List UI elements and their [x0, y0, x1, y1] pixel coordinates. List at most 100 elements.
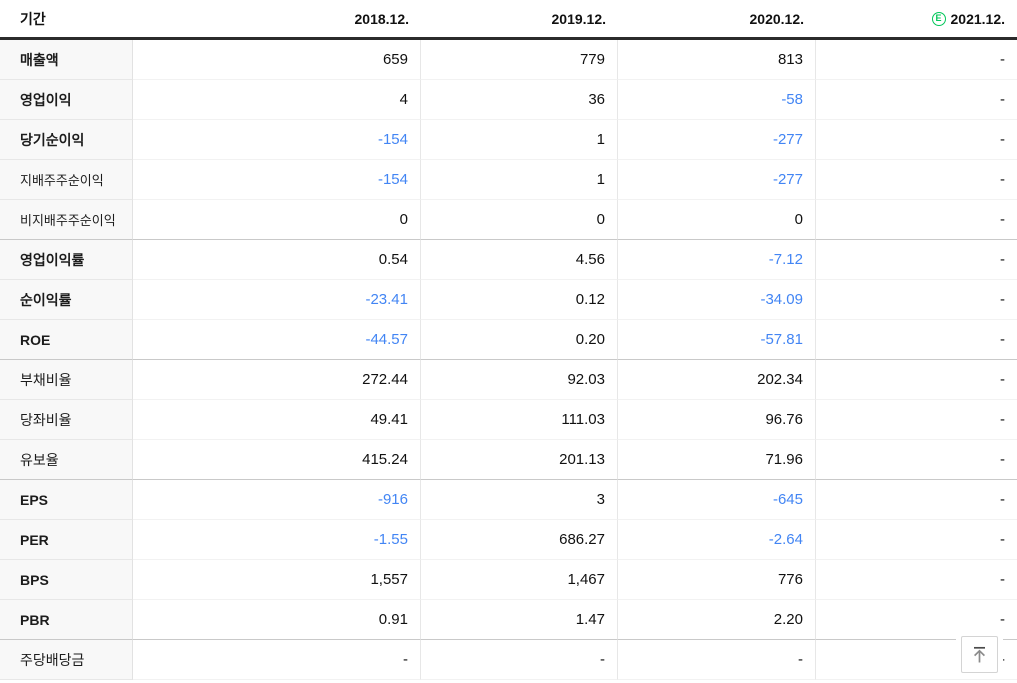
row-label: 비지배주주순이익 — [0, 200, 133, 240]
value-cell: -58 — [618, 80, 816, 120]
value-cell: -2.64 — [618, 520, 816, 560]
value-cell: -44.57 — [133, 320, 421, 360]
row-label: 유보율 — [0, 440, 133, 480]
table-row: ROE -44.57 0.20 -57.81- — [0, 320, 1017, 360]
value-cell: 0 — [421, 200, 618, 240]
value-cell: 1,557 — [133, 560, 421, 600]
table-row: PER -1.55 686.27 -2.64- — [0, 520, 1017, 560]
row-label: 부채비율 — [0, 360, 133, 400]
value-cell: - — [816, 80, 1017, 120]
table-row: 매출액 659 779 813- — [0, 40, 1017, 80]
value-cell: - — [816, 280, 1017, 320]
row-label: 영업이익 — [0, 80, 133, 120]
table-header-row: 기간 2018.12. 2019.12. 2020.12. E 2021.12. — [0, 0, 1017, 40]
value-cell: 0 — [133, 200, 421, 240]
value-cell: -7.12 — [618, 240, 816, 280]
value-cell: 202.34 — [618, 360, 816, 400]
value-cell: 0.20 — [421, 320, 618, 360]
table-row: 당좌비율 49.41 111.03 96.76- — [0, 400, 1017, 440]
value-cell: 1 — [421, 120, 618, 160]
value-cell: - — [816, 240, 1017, 280]
col-header-2019: 2019.12. — [551, 10, 607, 27]
value-cell: - — [816, 40, 1017, 80]
value-cell: 4 — [133, 80, 421, 120]
value-cell: 813 — [618, 40, 816, 80]
value-cell: - — [816, 160, 1017, 200]
value-cell: -277 — [618, 120, 816, 160]
value-cell: - — [816, 640, 1017, 680]
col-header-2020: 2020.12. — [749, 10, 805, 27]
value-cell: 1 — [421, 160, 618, 200]
value-cell: - — [816, 200, 1017, 240]
row-label: 지배주주순이익 — [0, 160, 133, 200]
value-cell: -1.55 — [133, 520, 421, 560]
value-cell: - — [816, 560, 1017, 600]
value-cell: - — [816, 440, 1017, 480]
arrow-up-to-top-icon — [974, 646, 985, 662]
table-row: PBR 0.91 1.47 2.20- — [0, 600, 1017, 640]
value-cell: - — [816, 480, 1017, 520]
table-row: EPS -916 3 -645- — [0, 480, 1017, 520]
row-label: BPS — [0, 560, 133, 600]
value-cell: 0.54 — [133, 240, 421, 280]
row-label: PER — [0, 520, 133, 560]
table-row: 부채비율 272.44 92.03 202.34- — [0, 360, 1017, 400]
table-body: 매출액 659 779 813- 영업이익 4 36 -58- 당기순이익 -154 1 -277- 지… — [0, 40, 1017, 680]
value-cell: 201.13 — [421, 440, 618, 480]
value-cell: - — [816, 360, 1017, 400]
value-cell: -154 — [133, 120, 421, 160]
value-cell: -277 — [618, 160, 816, 200]
estimate-icon: E — [931, 11, 946, 26]
value-cell: 1,467 — [421, 560, 618, 600]
value-cell: - — [816, 320, 1017, 360]
row-label: 순이익률 — [0, 280, 133, 320]
value-cell: -645 — [618, 480, 816, 520]
value-cell: 111.03 — [421, 400, 618, 440]
row-label: 주당배당금 — [0, 640, 133, 680]
value-cell: 776 — [618, 560, 816, 600]
value-cell: -154 — [133, 160, 421, 200]
table-row: BPS 1,557 1,467 776- — [0, 560, 1017, 600]
value-cell: 415.24 — [133, 440, 421, 480]
table-row: 비지배주주순이익 0 0 0- — [0, 200, 1017, 240]
table-row: 순이익률 -23.41 0.12 -34.09- — [0, 280, 1017, 320]
value-cell: - — [133, 640, 421, 680]
value-cell: 3 — [421, 480, 618, 520]
row-label: EPS — [0, 480, 133, 520]
value-cell: - — [421, 640, 618, 680]
table-row: 유보율 415.24 201.13 71.96- — [0, 440, 1017, 480]
table-row: 영업이익 4 36 -58- — [0, 80, 1017, 120]
value-cell: 0 — [618, 200, 816, 240]
table-row: 지배주주순이익 -154 1 -277- — [0, 160, 1017, 200]
table-row: 당기순이익 -154 1 -277- — [0, 120, 1017, 160]
value-cell: - — [816, 400, 1017, 440]
row-label: 영업이익률 — [0, 240, 133, 280]
row-label: 당기순이익 — [0, 120, 133, 160]
value-cell: -916 — [133, 480, 421, 520]
col-header-2021-label: 2021.12. — [950, 10, 1006, 27]
row-label: 당좌비율 — [0, 400, 133, 440]
period-header: 기간 — [20, 10, 46, 27]
value-cell: -34.09 — [618, 280, 816, 320]
value-cell: 1.47 — [421, 600, 618, 640]
value-cell: -23.41 — [133, 280, 421, 320]
value-cell: 36 — [421, 80, 618, 120]
value-cell: 0.91 — [133, 600, 421, 640]
value-cell: - — [618, 640, 816, 680]
row-label: 매출액 — [0, 40, 133, 80]
value-cell: 96.76 — [618, 400, 816, 440]
value-cell: 4.56 — [421, 240, 618, 280]
value-cell: 92.03 — [421, 360, 618, 400]
scroll-to-top-button[interactable] — [961, 636, 998, 673]
table-row: 주당배당금 - - - - — [0, 640, 1017, 680]
value-cell: 0.12 — [421, 280, 618, 320]
value-cell: 686.27 — [421, 520, 618, 560]
value-cell: - — [816, 120, 1017, 160]
value-cell: - — [816, 600, 1017, 640]
col-header-2021: E 2021.12. — [816, 0, 1017, 37]
value-cell: 49.41 — [133, 400, 421, 440]
row-label: PBR — [0, 600, 133, 640]
value-cell: 272.44 — [133, 360, 421, 400]
value-cell: -57.81 — [618, 320, 816, 360]
